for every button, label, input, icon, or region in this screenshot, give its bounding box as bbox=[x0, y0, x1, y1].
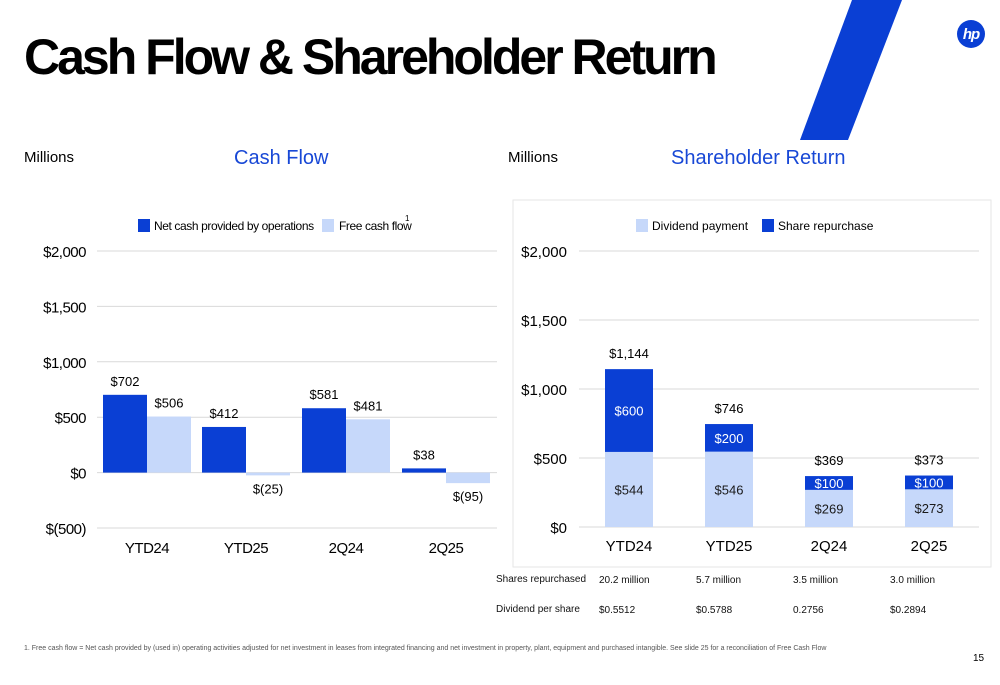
bar-share-repurchase bbox=[705, 424, 753, 452]
bar-net-cash-operations bbox=[402, 468, 446, 473]
data-label: $273 bbox=[915, 501, 944, 516]
legend-label: Share repurchase bbox=[778, 219, 874, 233]
data-label: $506 bbox=[155, 396, 184, 411]
y-tick-label: $2,000 bbox=[43, 244, 86, 261]
table-cell: 20.2 million bbox=[599, 575, 650, 586]
table-cell: 3.0 million bbox=[890, 575, 936, 586]
bar-net-cash-operations bbox=[202, 426, 246, 473]
table-cell: 3.5 million bbox=[793, 575, 839, 586]
data-label: $412 bbox=[210, 406, 239, 421]
data-label: $702 bbox=[111, 374, 140, 389]
bar-dividend-payment bbox=[705, 451, 753, 527]
x-tick-label: 2Q24 bbox=[329, 540, 364, 557]
y-tick-label: $1,000 bbox=[521, 382, 567, 399]
y-tick-label: $500 bbox=[55, 410, 87, 427]
data-label: $600 bbox=[615, 404, 644, 419]
table-cell: $0.5788 bbox=[696, 605, 733, 616]
y-tick-label: $1,500 bbox=[43, 299, 86, 316]
cash-flow-units: Millions bbox=[24, 149, 75, 166]
x-tick-label: YTD24 bbox=[125, 540, 169, 557]
legend-swatch-free-cash-flow bbox=[322, 219, 334, 232]
total-label: $1,144 bbox=[609, 346, 649, 361]
data-label: $100 bbox=[915, 475, 944, 490]
legend-swatch-dividend-payment bbox=[636, 219, 648, 232]
x-tick-label: YTD25 bbox=[224, 540, 268, 557]
x-tick-label: 2Q24 bbox=[811, 538, 848, 555]
data-label: $546 bbox=[715, 482, 744, 497]
legend-label: Net cash provided by operations bbox=[154, 219, 314, 233]
bar-free-cash-flow bbox=[147, 416, 191, 473]
bar-free-cash-flow bbox=[346, 419, 390, 473]
legend-label: Free cash flow bbox=[339, 219, 412, 233]
data-label: $100 bbox=[815, 476, 844, 491]
data-label: $481 bbox=[354, 398, 383, 413]
y-tick-label: $2,000 bbox=[521, 244, 567, 261]
legend-label: Dividend payment bbox=[652, 219, 749, 233]
bar-share-repurchase bbox=[905, 475, 953, 490]
table-cell: $0.5512 bbox=[599, 605, 636, 616]
data-label: $269 bbox=[815, 501, 844, 516]
hp-logo: hp bbox=[957, 20, 985, 48]
table-cell: 0.2756 bbox=[793, 605, 824, 616]
total-label: $746 bbox=[715, 401, 744, 416]
x-tick-label: 2Q25 bbox=[429, 540, 464, 557]
y-tick-label: $1,500 bbox=[521, 313, 567, 330]
total-label: $373 bbox=[915, 453, 944, 468]
page-title: Cash Flow & Shareholder Return bbox=[24, 29, 718, 85]
page-number: 15 bbox=[973, 653, 985, 664]
data-label: $581 bbox=[310, 387, 339, 402]
table-cell: $0.2894 bbox=[890, 605, 927, 616]
table-row-label-shares-repurchased: Shares repurchased bbox=[496, 574, 587, 585]
data-label: $544 bbox=[615, 482, 644, 497]
legend-swatch-share-repurchase bbox=[762, 219, 774, 232]
x-tick-label: YTD24 bbox=[606, 538, 653, 555]
y-tick-label: $500 bbox=[534, 451, 567, 468]
footnote: 1. Free cash flow = Net cash provided by… bbox=[24, 645, 827, 652]
data-label: $38 bbox=[413, 447, 435, 462]
y-tick-label: $0 bbox=[550, 520, 567, 537]
bar-dividend-payment bbox=[605, 451, 653, 527]
data-label: $(95) bbox=[453, 489, 483, 504]
bar-share-repurchase bbox=[605, 369, 653, 452]
cash-flow-chart-title: Cash Flow bbox=[234, 147, 329, 169]
bar-free-cash-flow bbox=[446, 472, 490, 484]
bar-dividend-payment bbox=[905, 489, 953, 527]
x-tick-label: YTD25 bbox=[706, 538, 753, 555]
shareholder-return-chart-title: Shareholder Return bbox=[671, 147, 846, 169]
total-label: $369 bbox=[815, 453, 844, 468]
bar-net-cash-operations bbox=[103, 394, 147, 473]
data-label: $200 bbox=[715, 431, 744, 446]
table-row-label-dividend-per-share: Dividend per share bbox=[496, 604, 580, 615]
legend-swatch-net-cash bbox=[138, 219, 150, 232]
legend-superscript: 1 bbox=[405, 214, 410, 223]
bar-free-cash-flow bbox=[246, 472, 290, 476]
shareholder-return-units: Millions bbox=[508, 149, 559, 166]
bar-net-cash-operations bbox=[302, 408, 346, 473]
y-tick-label: $1,000 bbox=[43, 355, 86, 372]
bar-dividend-payment bbox=[805, 489, 853, 527]
y-tick-label: $(500) bbox=[46, 521, 87, 538]
y-tick-label: $0 bbox=[70, 466, 86, 483]
data-label: $(25) bbox=[253, 481, 283, 496]
bar-share-repurchase bbox=[805, 476, 853, 490]
x-tick-label: 2Q25 bbox=[911, 538, 948, 555]
table-cell: 5.7 million bbox=[696, 575, 742, 586]
